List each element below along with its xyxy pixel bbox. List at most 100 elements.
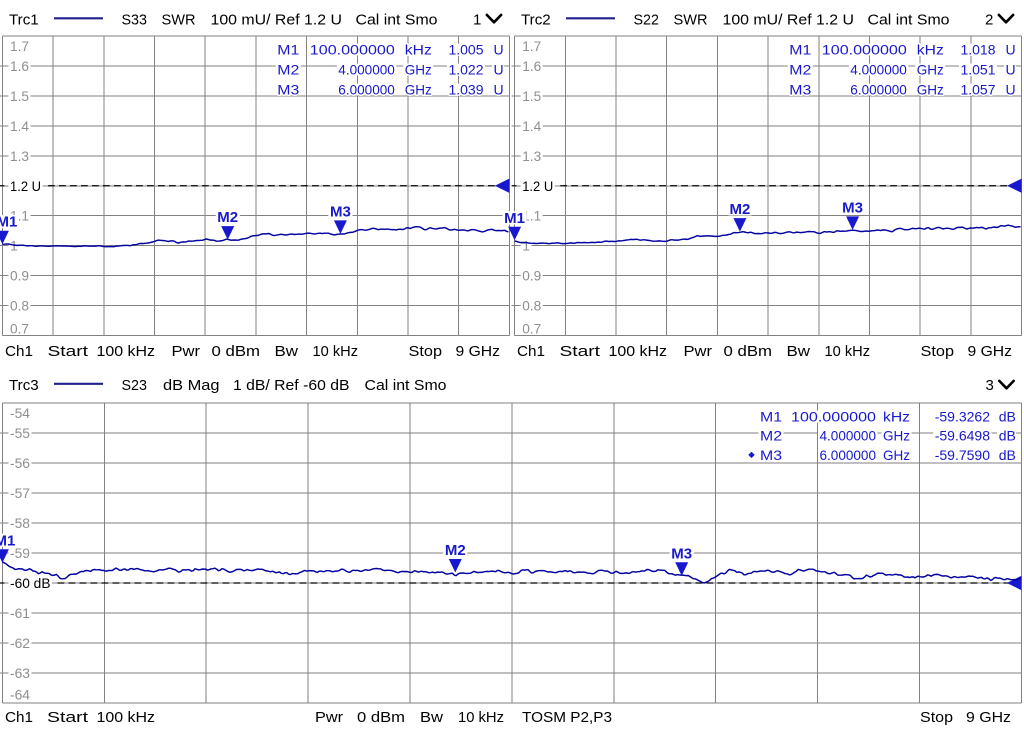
svg-text:0.7: 0.7 — [522, 321, 541, 337]
svg-text:-62: -62 — [10, 635, 30, 651]
svg-text:6.000000: 6.000000 — [338, 81, 395, 97]
svg-text:0.7: 0.7 — [10, 321, 29, 337]
svg-text:3: 3 — [986, 377, 994, 394]
svg-text:U: U — [1006, 41, 1016, 57]
svg-text:GHz: GHz — [883, 447, 910, 463]
svg-text:M3: M3 — [789, 81, 811, 97]
svg-text:M3: M3 — [330, 203, 351, 220]
svg-text:-54: -54 — [10, 405, 30, 421]
svg-text:1.057: 1.057 — [960, 81, 995, 97]
svg-text:Trc3: Trc3 — [9, 377, 39, 394]
svg-text:M2: M2 — [445, 542, 466, 559]
svg-text:4.000000: 4.000000 — [820, 428, 877, 444]
svg-text:M2: M2 — [217, 209, 238, 226]
svg-text:100 mU/ Ref 1.2 U: 100 mU/ Ref 1.2 U — [211, 12, 343, 29]
svg-text:M1: M1 — [789, 41, 811, 57]
svg-text:1.005: 1.005 — [448, 41, 483, 57]
svg-text:Bw: Bw — [787, 343, 811, 360]
svg-text:1.5: 1.5 — [522, 88, 541, 104]
svg-text:Bw: Bw — [420, 709, 443, 726]
svg-text:4.000000: 4.000000 — [338, 61, 395, 77]
svg-text:-63: -63 — [10, 665, 30, 681]
svg-text:100 kHz: 100 kHz — [97, 709, 156, 726]
svg-text:-59.3262: -59.3262 — [935, 408, 990, 424]
svg-text:Stop: Stop — [920, 709, 953, 726]
svg-text:Ch1: Ch1 — [5, 343, 33, 360]
svg-text:Stop: Stop — [921, 343, 955, 360]
svg-text:6.000000: 6.000000 — [820, 447, 877, 463]
svg-text:Start: Start — [48, 343, 90, 360]
svg-text:Trc1: Trc1 — [9, 12, 39, 29]
svg-text:Cal int Smo: Cal int Smo — [356, 12, 438, 29]
svg-text:Start: Start — [560, 343, 602, 360]
svg-text:0.8: 0.8 — [10, 298, 29, 314]
svg-text:100 kHz: 100 kHz — [609, 343, 668, 360]
svg-text:Ch1: Ch1 — [5, 709, 33, 726]
svg-text:1: 1 — [473, 12, 481, 29]
svg-text:S22: S22 — [634, 12, 660, 29]
svg-text:M1: M1 — [760, 408, 782, 424]
svg-text:TOSM P2,P3: TOSM P2,P3 — [522, 709, 612, 726]
svg-text:U: U — [494, 41, 504, 57]
svg-text:GHz: GHz — [883, 428, 910, 444]
svg-text:0.9: 0.9 — [10, 268, 29, 284]
svg-text:1.5: 1.5 — [10, 88, 29, 104]
svg-text:4.000000: 4.000000 — [850, 61, 907, 77]
svg-text:0.9: 0.9 — [522, 268, 541, 284]
svg-text:kHz: kHz — [883, 408, 910, 424]
svg-text:0 dBm: 0 dBm — [724, 343, 773, 360]
svg-text:-64: -64 — [10, 687, 30, 703]
svg-text:GHz: GHz — [405, 81, 432, 97]
svg-text:1.3: 1.3 — [10, 148, 29, 164]
svg-text:0.8: 0.8 — [522, 298, 541, 314]
svg-text:kHz: kHz — [405, 41, 432, 57]
svg-text:1: 1 — [522, 238, 530, 254]
svg-text:1.7: 1.7 — [522, 38, 541, 54]
svg-text:SWR: SWR — [674, 12, 708, 29]
svg-text:M3: M3 — [842, 199, 863, 216]
svg-text:U: U — [1006, 61, 1016, 77]
svg-text:2: 2 — [985, 12, 993, 29]
svg-text:kHz: kHz — [917, 41, 944, 57]
svg-text:M1: M1 — [504, 210, 525, 227]
svg-text:10 kHz: 10 kHz — [825, 343, 871, 360]
svg-text:Cal int Smo: Cal int Smo — [365, 377, 447, 394]
svg-text:dB Mag: dB Mag — [163, 377, 220, 394]
svg-text:1.4: 1.4 — [10, 118, 29, 134]
svg-text:Start: Start — [47, 709, 89, 726]
svg-text:100 mU/ Ref 1.2 U: 100 mU/ Ref 1.2 U — [723, 12, 855, 29]
svg-text:dB: dB — [999, 408, 1016, 424]
svg-text:1 dB/ Ref -60 dB: 1 dB/ Ref -60 dB — [233, 377, 350, 394]
svg-text:9 GHz: 9 GHz — [966, 709, 1011, 726]
svg-text:6.000000: 6.000000 — [850, 81, 907, 97]
svg-text:M1: M1 — [0, 532, 15, 549]
svg-text:GHz: GHz — [405, 61, 432, 77]
svg-text:1.2 U: 1.2 U — [10, 178, 41, 194]
svg-text:M2: M2 — [760, 428, 782, 444]
svg-text:M2: M2 — [789, 61, 811, 77]
svg-text:Trc2: Trc2 — [521, 12, 551, 29]
svg-text:-61: -61 — [10, 605, 30, 621]
svg-text:-59: -59 — [10, 545, 30, 561]
svg-text:-59.7590: -59.7590 — [935, 447, 990, 463]
svg-text:-55: -55 — [10, 425, 30, 441]
svg-text:Pwr: Pwr — [684, 343, 713, 360]
svg-text:1.051: 1.051 — [960, 61, 995, 77]
svg-text:1.039: 1.039 — [448, 81, 483, 97]
svg-text:M1: M1 — [277, 41, 299, 57]
svg-text:GHz: GHz — [917, 61, 944, 77]
svg-text:M3: M3 — [760, 447, 782, 463]
svg-text:1.3: 1.3 — [522, 148, 541, 164]
svg-text:-60 dB: -60 dB — [10, 575, 51, 591]
svg-text:9 GHz: 9 GHz — [968, 343, 1013, 360]
svg-text:M1: M1 — [0, 214, 17, 231]
svg-text:-58: -58 — [10, 515, 30, 531]
svg-text:Stop: Stop — [409, 343, 443, 360]
svg-text:100 kHz: 100 kHz — [97, 343, 156, 360]
svg-text:Pwr: Pwr — [172, 343, 201, 360]
svg-text:9 GHz: 9 GHz — [456, 343, 501, 360]
svg-text:M2: M2 — [277, 61, 299, 77]
svg-text:-57: -57 — [10, 485, 30, 501]
svg-text:Bw: Bw — [275, 343, 299, 360]
svg-text:dB: dB — [999, 428, 1016, 444]
